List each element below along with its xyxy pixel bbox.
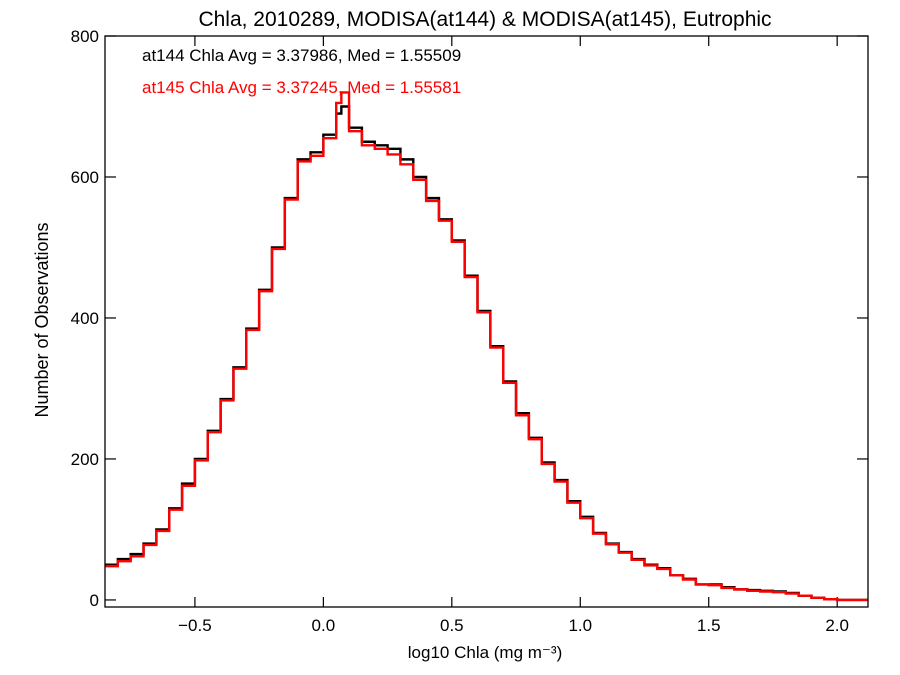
- series-at144-line: [105, 105, 868, 602]
- y-tick-label: 200: [71, 450, 99, 469]
- y-axis-label: Number of Observations: [32, 222, 52, 417]
- y-tick-label: 800: [71, 27, 99, 46]
- at144-stats-annotation: at144 Chla Avg = 3.37986, Med = 1.55509: [142, 46, 461, 65]
- plot-frame: [104, 35, 869, 608]
- series-at145-line: [105, 91, 868, 602]
- x-tick-label: 0.0: [312, 616, 336, 635]
- annotation-group: at144 Chla Avg = 3.37986, Med = 1.55509 a…: [142, 46, 461, 97]
- x-axis-label: log10 Chla (mg m⁻³): [408, 643, 562, 662]
- chart-title: Chla, 2010289, MODISA(at144) & MODISA(at…: [198, 8, 771, 31]
- x-tick-label: 0.5: [440, 616, 464, 635]
- x-tick-label: 1.0: [568, 616, 592, 635]
- x-tick-label: 2.0: [825, 616, 849, 635]
- y-tick-label: 0: [90, 591, 99, 610]
- at145-stats-annotation: at145 Chla Avg = 3.37245, Med = 1.55581: [142, 78, 461, 97]
- x-tick-label: 1.5: [697, 616, 721, 635]
- y-tick-label: 600: [71, 168, 99, 187]
- series-group: [105, 91, 868, 602]
- x-tick-label: −0.5: [178, 616, 212, 635]
- y-tick-label: 400: [71, 309, 99, 328]
- axis-ticks: −0.5 0.0 0.5 1.0 1.5 2.0 0 200 400 600 800: [71, 27, 868, 635]
